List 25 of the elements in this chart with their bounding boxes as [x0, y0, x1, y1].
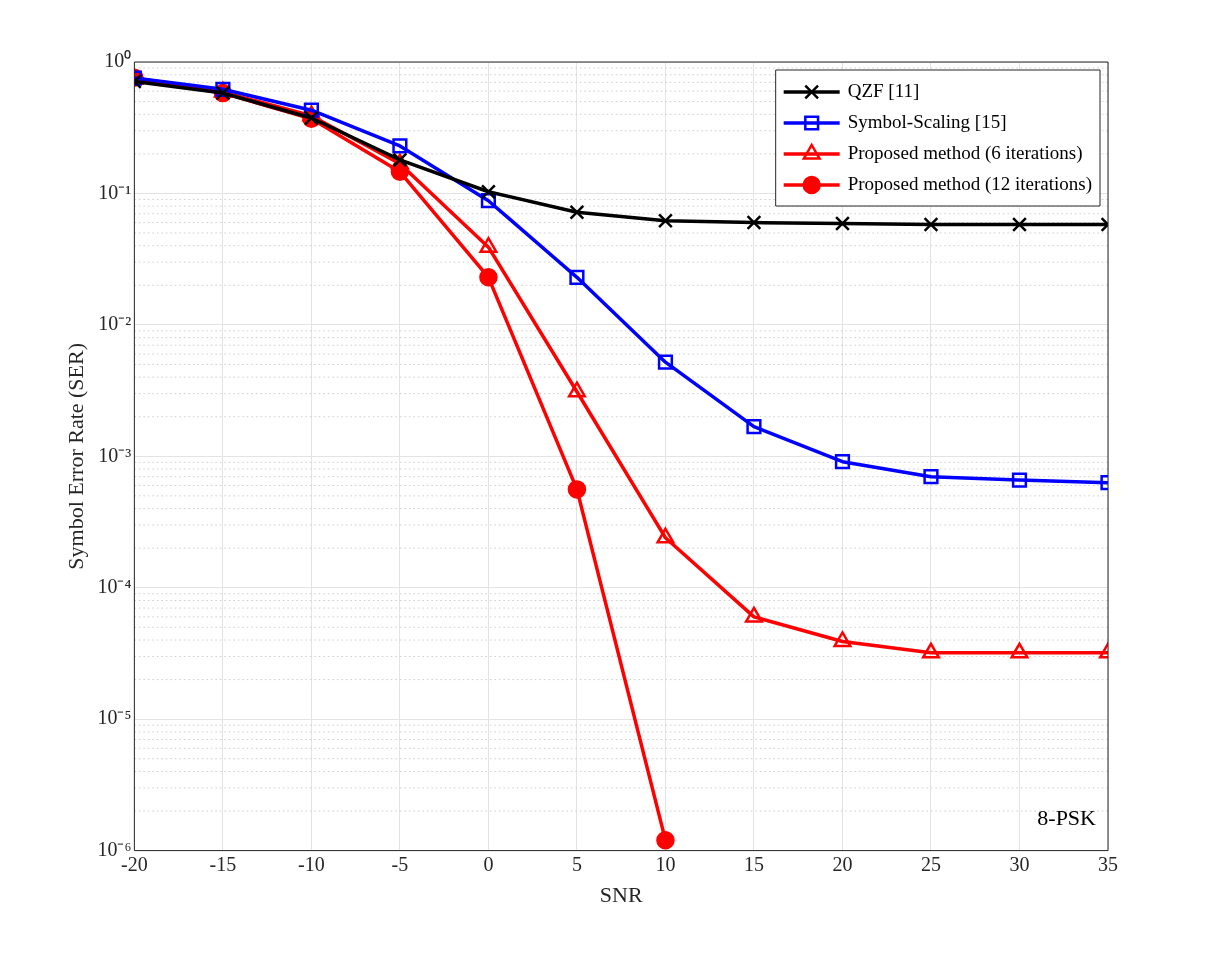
y-tick-label: 10⁻⁵ [97, 706, 132, 729]
legend-label: Symbol-Scaling [15] [847, 110, 1007, 132]
legend-label: Proposed method (12 iterations) [847, 172, 1093, 195]
y-tick-label: 10⁻³ [98, 443, 132, 466]
y-tick-label: 10⁻¹ [98, 180, 132, 203]
legend-label: Proposed method (6 iterations) [847, 141, 1083, 164]
x-tick-label: -20 [121, 852, 148, 875]
x-tick-label: 15 [743, 852, 764, 875]
x-tick-label: 20 [832, 852, 853, 875]
x-tick-label: 0 [483, 852, 494, 875]
x-tick-label: 35 [1098, 852, 1118, 875]
annotation: 8-PSK [1037, 805, 1097, 831]
x-tick-label: -10 [298, 852, 325, 875]
y-tick-label: 10⁻⁴ [97, 574, 132, 597]
y-axis-title: Symbol Error Rate (SER) [62, 342, 88, 570]
y-tick-label: 10⁻² [98, 312, 132, 335]
x-tick-label: 25 [920, 852, 941, 875]
x-tick-label: 30 [1009, 852, 1030, 875]
x-tick-label: -5 [391, 852, 409, 875]
y-tick-label: 10⁰ [104, 49, 132, 72]
x-tick-label: 10 [655, 852, 676, 875]
legend-label: QZF [11] [847, 79, 920, 101]
x-tick-label: -15 [209, 852, 237, 875]
x-tick-label: 5 [571, 852, 582, 875]
x-axis-title: SNR [599, 881, 643, 907]
